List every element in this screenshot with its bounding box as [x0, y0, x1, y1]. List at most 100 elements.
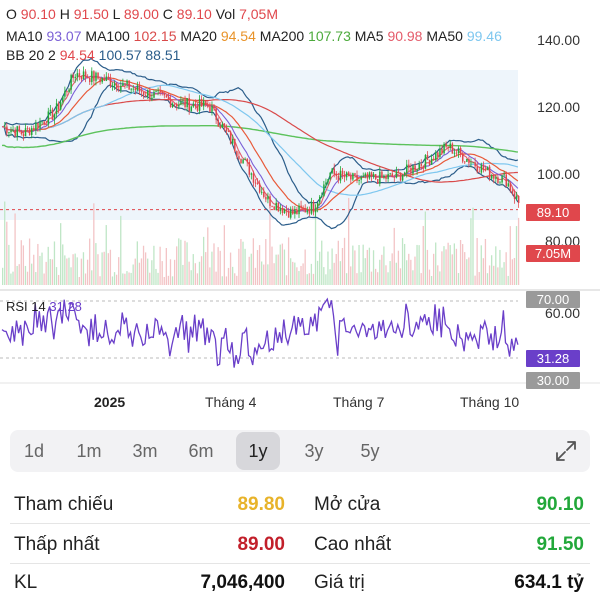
candle-body	[337, 176, 340, 181]
candle-body	[8, 132, 10, 134]
rsi-lower-tag: 30.00	[526, 372, 580, 389]
volume-bar	[153, 245, 155, 285]
volume-bar	[124, 273, 126, 285]
volume-bar	[188, 261, 190, 285]
volume-bar	[215, 271, 217, 285]
ma5-value: 90.98	[387, 28, 423, 44]
volume-bar	[229, 252, 232, 285]
candle-body	[418, 164, 420, 170]
volume-bar	[445, 249, 447, 285]
volume-bar	[277, 254, 279, 285]
candle-body	[153, 91, 155, 98]
period-1y[interactable]: 1y	[236, 432, 280, 470]
volume-bar	[503, 262, 505, 285]
candle-body	[408, 164, 410, 168]
current-price-tag: 89.10	[526, 204, 580, 221]
expand-icon[interactable]	[554, 439, 578, 463]
candle-body	[397, 171, 400, 173]
candle-body	[296, 209, 298, 215]
volume-bar	[126, 271, 128, 285]
volume-bar	[287, 237, 290, 285]
ma50-label: MA50	[426, 28, 463, 44]
volume-bar	[84, 273, 87, 285]
volume-bar	[136, 241, 138, 285]
candle-body	[366, 173, 369, 179]
volume-bar	[55, 267, 58, 285]
candle-body	[45, 124, 48, 126]
ma50-value: 99.46	[466, 28, 502, 44]
volume-label: KL	[14, 572, 38, 593]
candle-body	[103, 77, 106, 81]
candle-body	[128, 80, 130, 90]
ma10-value: 93.07	[46, 28, 82, 44]
candle-body	[82, 71, 85, 80]
candle-body	[358, 179, 360, 181]
candle-body	[350, 175, 352, 180]
rsi-legend: RSI 14 31.28	[6, 298, 82, 315]
volume-bar	[99, 276, 101, 285]
candle-body	[242, 159, 244, 164]
volume-bar	[86, 259, 89, 285]
period-1d[interactable]: 1d	[23, 441, 45, 461]
volume-bar	[482, 258, 485, 285]
candle-body	[184, 100, 186, 108]
period-1m[interactable]: 1m	[76, 441, 102, 461]
candle-body	[84, 71, 87, 78]
volume-bar	[401, 238, 404, 285]
candle-body	[176, 103, 178, 107]
candle-body	[403, 172, 406, 176]
period-5y[interactable]: 5y	[360, 441, 380, 461]
candle-body	[447, 146, 449, 149]
volume-bar	[374, 268, 377, 285]
period-3y[interactable]: 3y	[304, 441, 324, 461]
candle-body	[132, 88, 135, 90]
volume-bar	[45, 261, 47, 285]
candle-body	[323, 184, 325, 197]
price-axis-tick: 120.00	[537, 99, 580, 115]
volume-bar	[354, 250, 356, 285]
candle-body	[484, 169, 487, 171]
period-3m[interactable]: 3m	[132, 441, 158, 461]
candle-body	[130, 88, 132, 90]
volume-bar	[323, 267, 325, 285]
candle-body	[362, 175, 365, 177]
candle-body	[37, 123, 39, 129]
volume-bar	[8, 244, 10, 285]
volume-bar	[418, 245, 420, 285]
candle-body	[453, 152, 456, 154]
volume-bar	[283, 249, 286, 285]
volume-bar	[171, 276, 174, 285]
candle-body	[499, 182, 501, 184]
candle-body	[64, 91, 66, 97]
volume-bar	[451, 254, 453, 285]
stats-row-3: KL 7,046,400 Giá trị 634.1 tỷ	[0, 566, 600, 606]
candle-body	[221, 123, 224, 128]
volume-bar	[329, 269, 331, 285]
rsi-label: RSI 14	[6, 299, 46, 314]
rsi-value: 31.28	[49, 299, 82, 314]
volume-bar	[443, 246, 445, 285]
candle-body	[339, 170, 342, 181]
period-6m[interactable]: 6m	[188, 441, 214, 461]
candle-body	[275, 202, 278, 210]
candle-body	[517, 195, 520, 203]
candle-body	[513, 193, 516, 199]
candle-body	[149, 90, 151, 99]
volume-bar	[22, 245, 25, 285]
volume-bar	[412, 270, 414, 285]
candle-body	[55, 103, 58, 115]
volume-bar	[424, 211, 426, 285]
candle-body	[449, 143, 452, 149]
stock-chart[interactable]: O 90.10 H 91.50 L 89.00 C 89.10 Vol 7,05…	[0, 0, 600, 420]
candle-body	[368, 172, 371, 179]
volume-bar	[366, 249, 368, 285]
candle-body	[443, 143, 445, 154]
candle-body	[497, 177, 499, 183]
candle-body	[488, 166, 491, 179]
close-value: 89.10	[176, 6, 212, 22]
candle-body	[70, 74, 72, 90]
volume-bar	[163, 276, 165, 285]
volume-bar	[269, 203, 271, 285]
volume-bar	[478, 272, 480, 285]
candle-body	[312, 202, 315, 213]
